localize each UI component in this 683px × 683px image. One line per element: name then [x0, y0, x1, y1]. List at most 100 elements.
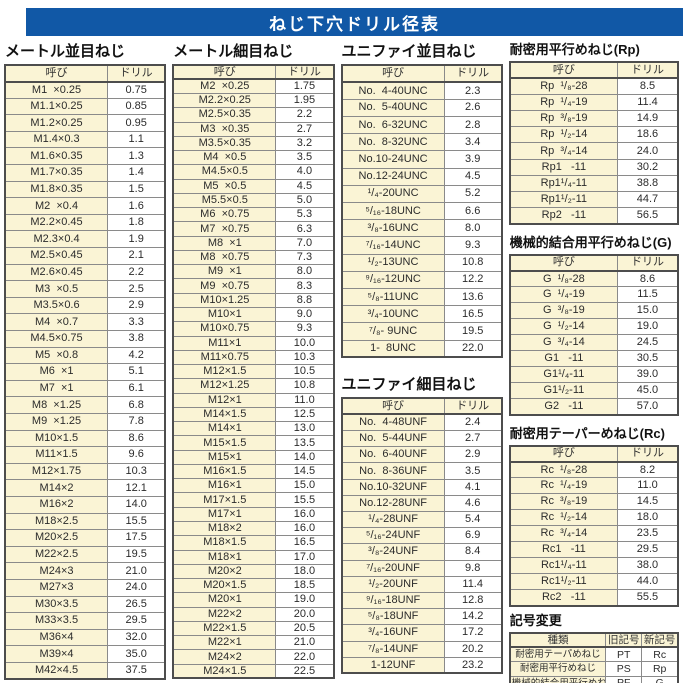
table-row: M9 ×0.75 8.3	[172, 278, 335, 294]
thread-name: Rp1¹/₄-11	[509, 174, 618, 193]
drill-value: 4.2	[107, 346, 166, 365]
drill-value: 2.1	[107, 247, 166, 265]
table-row: G1 -11 30.5	[509, 350, 679, 368]
column-header: ドリル	[107, 64, 166, 83]
thread-name: M5.5×0.5	[172, 192, 277, 209]
drill-value: 1.1	[107, 130, 166, 149]
thread-name: M6 ×1	[4, 363, 109, 381]
thread-name: M33×3.5	[4, 612, 109, 630]
header-row: 呼び ドリル	[509, 61, 679, 80]
table-row: ⁵/₈-11UNC 13.6	[341, 287, 503, 307]
column-header: ドリル	[616, 61, 679, 80]
thread-name: 1- 8UNC	[341, 339, 445, 358]
drill-value: 10.3	[275, 349, 335, 366]
thread-name: M3 ×0.5	[4, 280, 109, 298]
unified-fine-table: 呼び ドリル No. 4-48UNF 2.4 No. 5-44UNF 2.7 No. 6-4…	[340, 397, 503, 675]
drill-value: 20.5	[275, 620, 335, 637]
drill-value: 5.2	[443, 184, 503, 204]
thread-name: M1.7×0.35	[4, 164, 109, 182]
drill-value: 1.9	[107, 230, 166, 249]
symbol-value: PF	[605, 675, 643, 683]
symbol-change-table: 種類旧記号新記号耐密用テーパめねじPTRc耐密用平行めねじPSRp機械的結合用平…	[508, 631, 680, 683]
symbol-value: Rp	[641, 661, 679, 677]
table-row: M20×1 19.0	[172, 592, 335, 608]
rp-section: 耐密用平行めねじ(Rp) 呼び ドリル Rp ¹/₈-28 8.5 Rp ¹/₄-19 11…	[508, 41, 680, 225]
thread-name: G1¹/₂-11	[509, 382, 618, 400]
drill-value: 12.8	[443, 591, 503, 610]
table-row: ⁷/₁₆-20UNF 9.8	[341, 559, 503, 577]
drill-value: 14.0	[107, 495, 166, 514]
table-row: M3.5×0.35 3.2	[172, 135, 335, 152]
thread-name: Rc1 -11	[509, 541, 618, 559]
thread-name: No.12-24UNC	[341, 167, 445, 186]
thread-name: M7 ×0.75	[172, 221, 277, 237]
thread-name: M10×1.25	[172, 292, 277, 309]
drill-value: 4.5	[443, 167, 503, 186]
drill-value: 2.9	[443, 446, 503, 464]
drill-value: 16.0	[275, 506, 335, 523]
table-row: ³/₈-24UNF 8.4	[341, 543, 503, 561]
thread-name: ⁵/₁₆-24UNF	[341, 527, 445, 545]
thread-name: M11×1	[172, 335, 277, 351]
header-row: 呼び ドリル	[172, 64, 335, 81]
drill-value: 18.5	[275, 578, 335, 594]
drill-value: 8.4	[443, 543, 503, 561]
table-row: M12×1.5 10.5	[172, 364, 335, 380]
thread-name: M30×3.5	[4, 595, 109, 614]
drill-value: 15.5	[275, 492, 335, 508]
column-header: ドリル	[616, 445, 679, 463]
table-row: Rc ¹/₂-14 18.0	[509, 509, 679, 527]
table-row: M16×2 14.0	[4, 495, 166, 514]
metric-coarse-table: 呼び ドリル M1 ×0.25 0.75 M1.1×0.25 0.85 M1.2×0.25 0…	[4, 64, 167, 680]
table-row: ³/₄-10UNC 16.5	[341, 305, 503, 324]
drill-value: 1.75	[275, 78, 335, 95]
drill-value: 4.1	[443, 478, 503, 496]
thread-name: Rc ¹/₈-28	[509, 461, 618, 479]
thread-name: Rc ³/₈-19	[509, 493, 618, 511]
drill-value: 19.0	[616, 318, 679, 336]
drill-value: 7.3	[275, 249, 335, 266]
thread-name: ³/₄-16UNF	[341, 624, 445, 642]
thread-name: G ³/₈-19	[509, 302, 618, 320]
thread-name: 1-12UNF	[341, 656, 445, 674]
drill-value: 16.5	[443, 305, 503, 324]
thread-name: M16×1.5	[172, 463, 277, 480]
thread-name: ¹/₄-28UNF	[341, 510, 445, 529]
column-header: 種類	[509, 632, 607, 649]
table-row: Rp ¹/₄-19 11.4	[509, 93, 679, 112]
table-row: M18×1 17.0	[172, 549, 335, 565]
unified-coarse-table: 呼び ドリル No. 4-40UNC 2.3 No. 5-40UNC 2.6 No. 6-3…	[340, 64, 503, 359]
drill-value: 6.8	[107, 396, 166, 414]
thread-name: M1.1×0.25	[4, 97, 109, 116]
table-columns: メートル並目ねじ 呼び ドリル M1 ×0.25 0.75 M1.1×0.25 0.85 M1…	[0, 41, 683, 683]
metric-fine-section: メートル細目ねじ 呼び ドリル M2 ×0.25 1.75 M2.2×0.25 1.95 M2…	[172, 41, 335, 680]
table-row: M33×3.5 29.5	[4, 612, 166, 630]
thread-name: Rp1¹/₂-11	[509, 190, 618, 209]
drill-value: 22.0	[275, 649, 335, 665]
table-row: G ¹/₂-14 19.0	[509, 318, 679, 336]
drill-value: 30.5	[616, 350, 679, 368]
drill-value: 3.3	[107, 313, 166, 331]
header-row: 種類 旧記号 新記号	[509, 632, 679, 649]
thread-name: ⁵/₈-11UNC	[341, 287, 445, 307]
thread-name: M9 ×1.25	[4, 412, 109, 431]
table-row: M18×2.5 15.5	[4, 512, 166, 531]
thread-name: 機械的結合用平行めねじ	[509, 675, 607, 683]
table-row: M14×2 12.1	[4, 479, 166, 497]
table-row: M12×1.25 10.8	[172, 378, 335, 394]
thread-name: M5 ×0.5	[172, 178, 277, 194]
table-row: No. 8-36UNF 3.5	[341, 462, 503, 480]
thread-name: M7 ×1	[4, 379, 109, 398]
drill-value: 2.5	[107, 280, 166, 298]
table-row: Rc1 -11 29.5	[509, 541, 679, 559]
drill-value: 38.8	[616, 174, 679, 193]
drill-value: 29.5	[107, 612, 166, 630]
table-row: M17×1.5 15.5	[172, 492, 335, 508]
g-title: 機械的結合用平行めねじ(G)	[509, 234, 672, 250]
thread-name: M20×2.5	[4, 529, 109, 547]
drill-value: 20.0	[275, 606, 335, 622]
thread-name: M14×2	[4, 479, 109, 497]
column-header: ドリル	[275, 64, 335, 81]
table-row: M5 ×0.8 4.2	[4, 346, 166, 365]
drill-value: 1.6	[107, 197, 166, 215]
